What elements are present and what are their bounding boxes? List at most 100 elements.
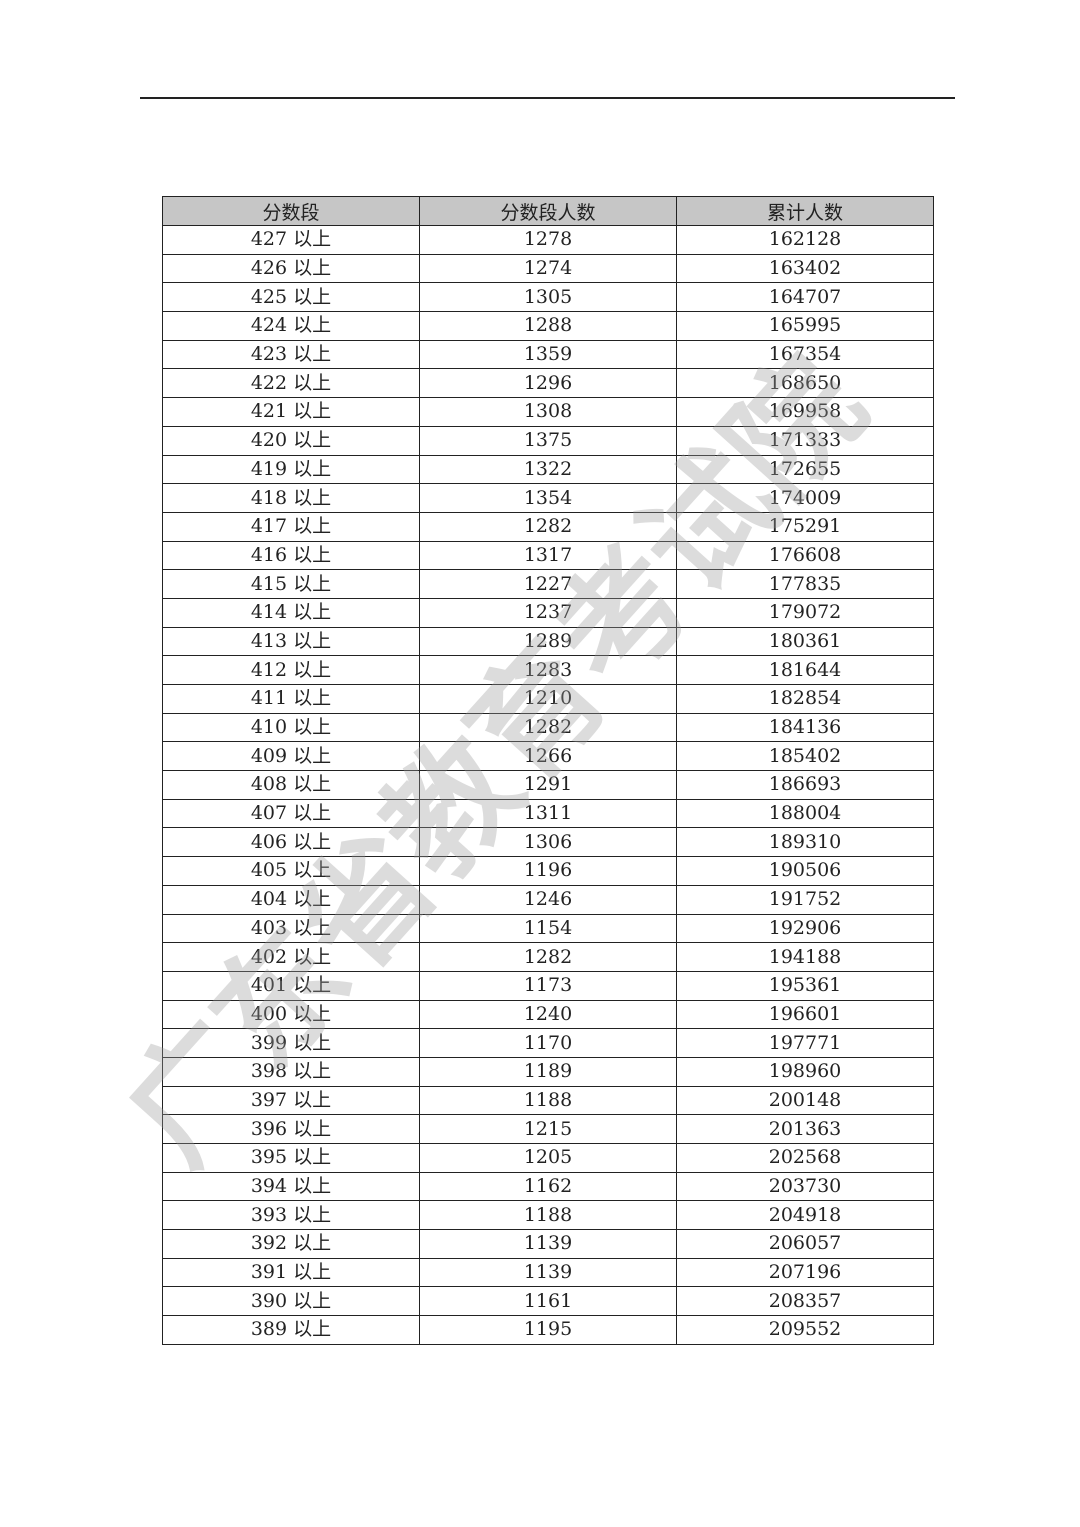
count-cell: 1317 [419,540,677,571]
table-row: 399 以上 1170 197771 [162,1028,934,1058]
score-range-cell: 389 以上 [162,1315,420,1345]
table-row: 397 以上 1188 200148 [162,1085,934,1116]
table-row: 421 以上 1308 169958 [162,397,934,427]
score-range-cell: 404 以上 [162,884,420,915]
score-range-cell: 426 以上 [162,253,420,284]
table-row: 408 以上 1291 186693 [162,770,934,800]
table-row: 405 以上 1196 190506 [162,856,934,886]
score-range-cell: 408 以上 [162,770,420,800]
score-range-cell: 424 以上 [162,311,420,341]
score-range-cell: 395 以上 [162,1143,420,1173]
cumulative-cell: 190506 [676,856,934,886]
table-row: 420 以上 1375 171333 [162,425,934,456]
score-range-cell: 392 以上 [162,1229,420,1259]
count-cell: 1266 [419,741,677,772]
table-row: 412 以上 1283 181644 [162,655,934,685]
table-row: 389 以上 1195 209552 [162,1315,934,1345]
table-row: 413 以上 1289 180361 [162,626,934,657]
cumulative-cell: 207196 [676,1257,934,1288]
table-row: 419 以上 1322 172655 [162,454,934,485]
count-cell: 1205 [419,1143,677,1173]
score-range-cell: 413 以上 [162,626,420,657]
count-cell: 1289 [419,626,677,657]
cumulative-cell: 176608 [676,540,934,571]
count-cell: 1283 [419,655,677,685]
count-cell: 1154 [419,913,677,944]
count-cell: 1306 [419,827,677,858]
table-row: 415 以上 1227 177835 [162,569,934,599]
table-row: 423 以上 1359 167354 [162,339,934,370]
cumulative-cell: 189310 [676,827,934,858]
count-cell: 1282 [419,511,677,542]
count-cell: 1227 [419,569,677,599]
table-row: 424 以上 1288 165995 [162,311,934,341]
cumulative-cell: 186693 [676,770,934,800]
score-range-cell: 411 以上 [162,684,420,714]
table-row: 411 以上 1210 182854 [162,684,934,714]
count-cell: 1274 [419,253,677,284]
cumulative-cell: 162128 [676,225,934,255]
count-cell: 1188 [419,1200,677,1231]
count-cell: 1196 [419,856,677,886]
cumulative-cell: 169958 [676,397,934,427]
count-cell: 1288 [419,311,677,341]
cumulative-cell: 194188 [676,942,934,972]
cumulative-cell: 204918 [676,1200,934,1231]
table-row: 401 以上 1173 195361 [162,970,934,1001]
score-range-cell: 425 以上 [162,282,420,313]
cumulative-cell: 163402 [676,253,934,284]
score-range-cell: 416 以上 [162,540,420,571]
score-range-cell: 415 以上 [162,569,420,599]
table-row: 403 以上 1154 192906 [162,913,934,944]
score-range-cell: 419 以上 [162,454,420,485]
table-row: 418 以上 1354 174009 [162,483,934,513]
score-range-cell: 414 以上 [162,597,420,628]
count-cell: 1278 [419,225,677,255]
score-range-cell: 397 以上 [162,1085,420,1116]
table-row: 414 以上 1237 179072 [162,597,934,628]
count-cell: 1215 [419,1114,677,1144]
table-row: 393 以上 1188 204918 [162,1200,934,1231]
table-row: 406 以上 1306 189310 [162,827,934,858]
cumulative-cell: 206057 [676,1229,934,1259]
count-cell: 1322 [419,454,677,485]
cumulative-cell: 209552 [676,1315,934,1345]
table-row: 426 以上 1274 163402 [162,253,934,284]
count-cell: 1195 [419,1315,677,1345]
cumulative-cell: 195361 [676,970,934,1001]
score-distribution-table: 分数段 分数段人数 累计人数 427 以上 1278 162128 426 以上 127… [162,196,934,1345]
cumulative-cell: 201363 [676,1114,934,1144]
table-row: 395 以上 1205 202568 [162,1143,934,1173]
cumulative-cell: 177835 [676,569,934,599]
score-range-cell: 405 以上 [162,856,420,886]
count-cell: 1282 [419,712,677,743]
score-range-cell: 406 以上 [162,827,420,858]
count-cell: 1282 [419,942,677,972]
score-range-cell: 410 以上 [162,712,420,743]
score-range-cell: 412 以上 [162,655,420,685]
cumulative-cell: 171333 [676,425,934,456]
score-range-cell: 403 以上 [162,913,420,944]
score-range-cell: 398 以上 [162,1056,420,1087]
score-range-cell: 409 以上 [162,741,420,772]
count-cell: 1189 [419,1056,677,1087]
cumulative-cell: 181644 [676,655,934,685]
table-row: 400 以上 1240 196601 [162,999,934,1030]
count-cell: 1210 [419,684,677,714]
score-range-cell: 427 以上 [162,225,420,255]
header-count: 分数段人数 [419,196,677,226]
score-range-cell: 407 以上 [162,798,420,829]
count-cell: 1139 [419,1257,677,1288]
table-row: 396 以上 1215 201363 [162,1114,934,1144]
cumulative-cell: 180361 [676,626,934,657]
table-header-row: 分数段 分数段人数 累计人数 [162,196,934,226]
count-cell: 1170 [419,1028,677,1058]
table-row: 417 以上 1282 175291 [162,511,934,542]
score-range-cell: 396 以上 [162,1114,420,1144]
cumulative-cell: 182854 [676,684,934,714]
count-cell: 1375 [419,425,677,456]
score-range-cell: 402 以上 [162,942,420,972]
header-rule [140,97,955,99]
score-range-cell: 394 以上 [162,1171,420,1202]
cumulative-cell: 167354 [676,339,934,370]
